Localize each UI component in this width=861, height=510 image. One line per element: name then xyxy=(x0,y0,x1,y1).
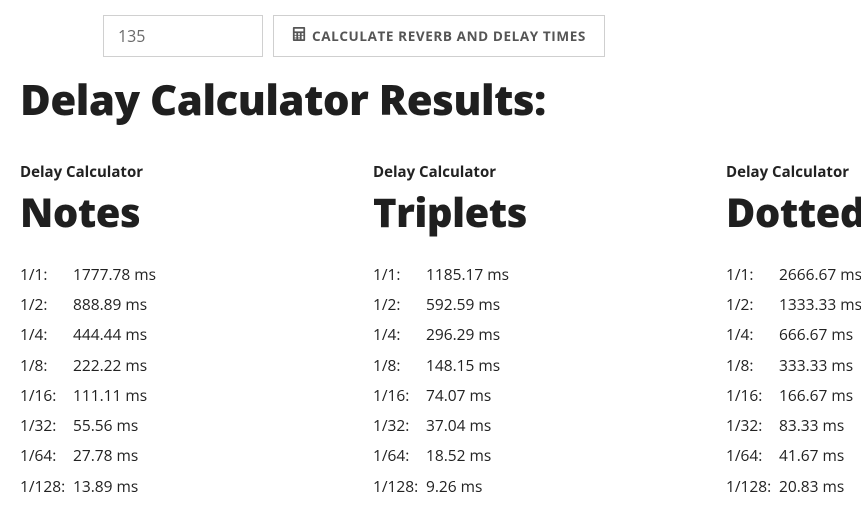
result-column: Delay CalculatorDotted 1/1:2666.67 ms1/2:… xyxy=(726,162,861,501)
delay-row: 1/16:166.67 ms xyxy=(726,380,861,410)
results-columns: Delay CalculatorNotes1/1:1777.78 ms1/2:8… xyxy=(20,162,861,501)
note-division: 1/16: xyxy=(726,380,779,410)
delay-row: 1/4:296.29 ms xyxy=(373,319,726,349)
note-division: 1/64: xyxy=(20,440,73,470)
delay-row: 1/128:9.26 ms xyxy=(373,471,726,501)
bpm-input[interactable] xyxy=(103,15,263,57)
delay-row: 1/64:41.67 ms xyxy=(726,440,861,470)
delay-row: 1/4:666.67 ms xyxy=(726,319,861,349)
note-division: 1/2: xyxy=(726,289,779,319)
delay-row: 1/2:592.59 ms xyxy=(373,289,726,319)
delay-value: 1333.33 ms xyxy=(779,289,861,319)
delay-value: 333.33 ms xyxy=(779,350,861,380)
column-overline: Delay Calculator xyxy=(726,162,861,182)
delay-row: 1/2:1333.33 ms xyxy=(726,289,861,319)
calculator-icon xyxy=(292,27,306,45)
delay-value: 41.67 ms xyxy=(779,440,861,470)
delay-value: 666.67 ms xyxy=(779,319,861,349)
delay-value: 1185.17 ms xyxy=(426,259,726,289)
results-heading: Delay Calculator Results: xyxy=(20,71,861,128)
delay-value: 27.78 ms xyxy=(73,440,373,470)
note-division: 1/2: xyxy=(373,289,426,319)
column-title: Dotted xyxy=(726,184,861,239)
note-division: 1/128: xyxy=(20,471,73,501)
delay-value: 888.89 ms xyxy=(73,289,373,319)
delay-value: 55.56 ms xyxy=(73,410,373,440)
note-division: 1/128: xyxy=(373,471,426,501)
delay-value: 444.44 ms xyxy=(73,319,373,349)
delay-value: 74.07 ms xyxy=(426,380,726,410)
note-division: 1/1: xyxy=(373,259,426,289)
note-division: 1/4: xyxy=(726,319,779,349)
delay-row: 1/32:55.56 ms xyxy=(20,410,373,440)
delay-value: 37.04 ms xyxy=(426,410,726,440)
delay-row: 1/128:20.83 ms xyxy=(726,471,861,501)
column-overline: Delay Calculator xyxy=(373,162,726,182)
delay-value: 222.22 ms xyxy=(73,350,373,380)
note-division: 1/1: xyxy=(20,259,73,289)
result-column: Delay CalculatorTriplets1/1:1185.17 ms1/… xyxy=(373,162,726,501)
delay-row: 1/32:37.04 ms xyxy=(373,410,726,440)
note-division: 1/32: xyxy=(20,410,73,440)
note-division: 1/64: xyxy=(373,440,426,470)
note-division: 1/128: xyxy=(726,471,779,501)
delay-row: 1/8:148.15 ms xyxy=(373,350,726,380)
result-column: Delay CalculatorNotes 1/1:1777.78 ms1/2:8… xyxy=(20,162,373,501)
column-title: Notes xyxy=(20,184,373,239)
delay-value: 296.29 ms xyxy=(426,319,726,349)
note-division: 1/64: xyxy=(726,440,779,470)
delay-row: 1/2:888.89 ms xyxy=(20,289,373,319)
delay-value: 166.67 ms xyxy=(779,380,861,410)
note-division: 1/4: xyxy=(20,319,73,349)
note-division: 1/1: xyxy=(726,259,779,289)
note-division: 1/4: xyxy=(373,319,426,349)
delay-row: 1/128:13.89 ms xyxy=(20,471,373,501)
delay-value: 20.83 ms xyxy=(779,471,861,501)
delay-row: 1/8:222.22 ms xyxy=(20,350,373,380)
delay-row: 1/1:1185.17 ms xyxy=(373,259,726,289)
note-division: 1/8: xyxy=(373,350,426,380)
note-division: 1/32: xyxy=(726,410,779,440)
delay-value: 18.52 ms xyxy=(426,440,726,470)
delay-value: 2666.67 ms xyxy=(779,259,861,289)
delay-row: 1/1:2666.67 ms xyxy=(726,259,861,289)
delay-row: 1/16:111.11 ms xyxy=(20,380,373,410)
calculate-button-label: CALCULATE REVERB AND DELAY TIMES xyxy=(312,27,586,45)
delay-value: 592.59 ms xyxy=(426,289,726,319)
delay-row: 1/64:18.52 ms xyxy=(373,440,726,470)
column-overline: Delay Calculator xyxy=(20,162,373,182)
note-division: 1/16: xyxy=(20,380,73,410)
note-division: 1/8: xyxy=(20,350,73,380)
delay-value: 83.33 ms xyxy=(779,410,861,440)
note-division: 1/8: xyxy=(726,350,779,380)
delay-row: 1/1:1777.78 ms xyxy=(20,259,373,289)
note-division: 1/2: xyxy=(20,289,73,319)
delay-row: 1/32:83.33 ms xyxy=(726,410,861,440)
calculate-button[interactable]: CALCULATE REVERB AND DELAY TIMES xyxy=(273,15,605,57)
delay-row: 1/64:27.78 ms xyxy=(20,440,373,470)
delay-row: 1/16:74.07 ms xyxy=(373,380,726,410)
delay-value: 148.15 ms xyxy=(426,350,726,380)
delay-value: 111.11 ms xyxy=(73,380,373,410)
column-title: Triplets xyxy=(373,184,726,239)
delay-row: 1/4:444.44 ms xyxy=(20,319,373,349)
note-division: 1/16: xyxy=(373,380,426,410)
delay-row: 1/8:333.33 ms xyxy=(726,350,861,380)
delay-value: 9.26 ms xyxy=(426,471,726,501)
delay-value: 13.89 ms xyxy=(73,471,373,501)
delay-value: 1777.78 ms xyxy=(73,259,373,289)
note-division: 1/32: xyxy=(373,410,426,440)
